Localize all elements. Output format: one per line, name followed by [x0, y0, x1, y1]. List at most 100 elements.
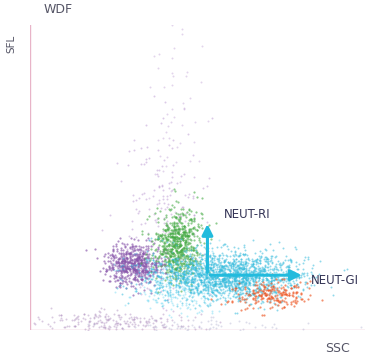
- Point: [217, 269, 223, 275]
- Point: [35, 314, 41, 320]
- Point: [137, 284, 143, 290]
- Point: [220, 278, 226, 284]
- Point: [139, 271, 146, 276]
- Point: [241, 274, 247, 280]
- Point: [243, 267, 249, 273]
- Point: [214, 255, 220, 261]
- Point: [249, 290, 255, 296]
- Point: [254, 256, 260, 262]
- Point: [230, 261, 237, 266]
- Point: [279, 299, 285, 304]
- Point: [209, 283, 215, 288]
- Point: [243, 276, 249, 282]
- Point: [155, 263, 161, 269]
- Point: [270, 278, 276, 283]
- Point: [158, 234, 164, 239]
- Point: [110, 265, 116, 270]
- Point: [183, 233, 189, 239]
- Point: [181, 275, 187, 280]
- Point: [274, 297, 280, 303]
- Point: [243, 277, 249, 283]
- Point: [141, 162, 147, 167]
- Point: [139, 253, 145, 259]
- Point: [257, 269, 263, 275]
- Point: [161, 262, 167, 268]
- Point: [163, 265, 169, 271]
- Point: [238, 261, 244, 267]
- Point: [200, 278, 206, 283]
- Point: [174, 274, 180, 280]
- Point: [247, 282, 253, 288]
- Point: [211, 278, 217, 284]
- Point: [171, 253, 177, 259]
- Point: [216, 255, 222, 261]
- Point: [232, 275, 238, 280]
- Point: [132, 251, 138, 257]
- Point: [213, 269, 219, 274]
- Point: [209, 255, 215, 261]
- Point: [126, 278, 132, 284]
- Point: [136, 290, 143, 295]
- Point: [174, 236, 180, 241]
- Point: [170, 282, 176, 288]
- Point: [203, 253, 209, 259]
- Point: [258, 270, 264, 276]
- Point: [217, 271, 223, 276]
- Point: [153, 281, 159, 286]
- Point: [188, 247, 194, 252]
- Point: [112, 320, 118, 326]
- Point: [132, 264, 138, 270]
- Point: [226, 279, 232, 285]
- Point: [231, 281, 237, 287]
- Point: [289, 270, 295, 276]
- Point: [132, 259, 138, 265]
- Point: [264, 282, 270, 288]
- Point: [265, 283, 271, 288]
- Point: [136, 257, 142, 263]
- Point: [252, 290, 258, 295]
- Point: [169, 272, 175, 278]
- Point: [155, 173, 161, 179]
- Point: [192, 227, 198, 232]
- Point: [159, 261, 165, 266]
- Point: [296, 274, 302, 279]
- Point: [227, 320, 233, 326]
- Point: [291, 284, 297, 290]
- Point: [174, 241, 180, 247]
- Point: [276, 299, 282, 305]
- Point: [127, 268, 133, 274]
- Point: [156, 275, 162, 280]
- Point: [168, 298, 174, 303]
- Point: [198, 295, 204, 301]
- Point: [181, 269, 187, 274]
- Point: [102, 314, 108, 320]
- Point: [119, 256, 125, 262]
- Point: [111, 253, 117, 259]
- Point: [195, 271, 201, 276]
- Point: [214, 264, 220, 270]
- Point: [250, 264, 256, 269]
- Point: [121, 270, 127, 275]
- Point: [130, 260, 136, 266]
- Point: [221, 290, 227, 296]
- Point: [166, 185, 172, 191]
- Point: [180, 229, 186, 234]
- Point: [165, 260, 171, 265]
- Point: [158, 276, 164, 281]
- Point: [253, 265, 259, 271]
- Point: [182, 232, 188, 238]
- Point: [272, 292, 278, 297]
- Point: [132, 324, 138, 330]
- Point: [219, 264, 225, 269]
- Point: [271, 276, 277, 282]
- Point: [184, 210, 190, 215]
- Point: [213, 275, 219, 281]
- Point: [199, 252, 205, 258]
- Point: [176, 264, 182, 270]
- Point: [176, 216, 182, 222]
- Point: [230, 252, 236, 257]
- Point: [118, 250, 124, 256]
- Point: [286, 262, 292, 267]
- Point: [188, 279, 194, 285]
- Point: [126, 275, 132, 281]
